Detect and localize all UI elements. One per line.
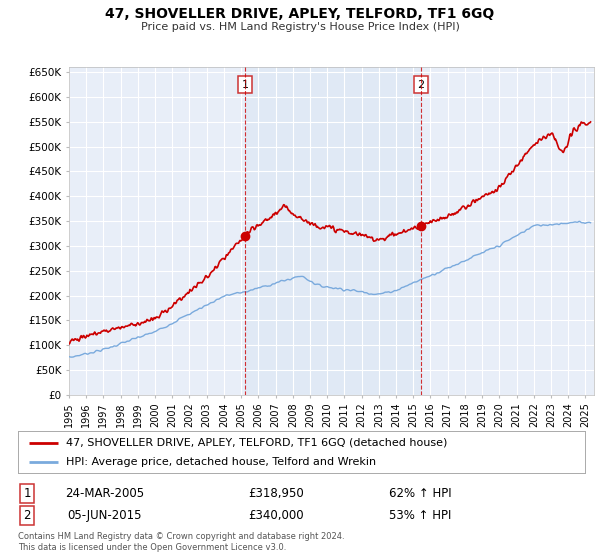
Bar — [245, 67, 421, 395]
Text: £318,950: £318,950 — [248, 487, 304, 501]
Text: Price paid vs. HM Land Registry's House Price Index (HPI): Price paid vs. HM Land Registry's House … — [140, 22, 460, 32]
Text: This data is licensed under the Open Government Licence v3.0.: This data is licensed under the Open Gov… — [18, 543, 286, 552]
Text: 2: 2 — [417, 80, 424, 90]
Text: 05-JUN-2015: 05-JUN-2015 — [68, 508, 142, 522]
Text: HPI: Average price, detached house, Telford and Wrekin: HPI: Average price, detached house, Telf… — [66, 457, 376, 467]
Text: 1: 1 — [23, 487, 31, 501]
Text: 47, SHOVELLER DRIVE, APLEY, TELFORD, TF1 6GQ (detached house): 47, SHOVELLER DRIVE, APLEY, TELFORD, TF1… — [66, 437, 448, 447]
Text: 53% ↑ HPI: 53% ↑ HPI — [389, 508, 451, 522]
Text: 47, SHOVELLER DRIVE, APLEY, TELFORD, TF1 6GQ: 47, SHOVELLER DRIVE, APLEY, TELFORD, TF1… — [106, 7, 494, 21]
Text: 2: 2 — [23, 508, 31, 522]
Text: £340,000: £340,000 — [248, 508, 304, 522]
Text: 24-MAR-2005: 24-MAR-2005 — [65, 487, 145, 501]
Text: 1: 1 — [242, 80, 248, 90]
Text: 62% ↑ HPI: 62% ↑ HPI — [389, 487, 451, 501]
Text: Contains HM Land Registry data © Crown copyright and database right 2024.: Contains HM Land Registry data © Crown c… — [18, 532, 344, 541]
